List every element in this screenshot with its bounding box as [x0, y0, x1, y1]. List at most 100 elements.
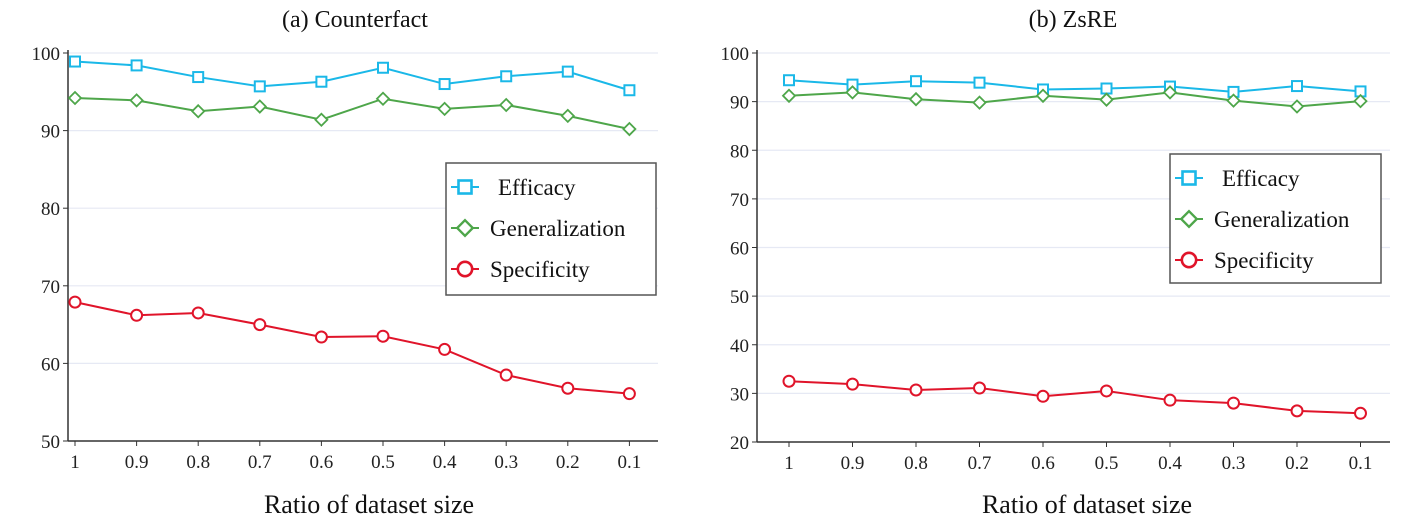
x-tick-label: 0.9	[841, 453, 865, 474]
y-tick-label: 80	[41, 199, 60, 220]
x-tick-label: 0.5	[1095, 453, 1119, 474]
marker-square	[192, 71, 205, 84]
marker-diamond	[67, 90, 83, 106]
marker-circle	[130, 308, 144, 322]
y-tick-label: 20	[730, 433, 749, 454]
marker-diamond	[1099, 92, 1114, 107]
marker-diamond	[375, 91, 391, 107]
marker-circle	[314, 330, 328, 344]
y-tick-label: 60	[730, 239, 749, 260]
legend-label: Efficacy	[1222, 166, 1300, 191]
marker-diamond	[845, 85, 860, 100]
marker-square	[69, 55, 81, 68]
marker-diamond	[908, 91, 924, 107]
marker-diamond	[1226, 93, 1241, 108]
marker-circle	[1354, 406, 1367, 420]
chart-title: (a) Counterfact	[282, 7, 428, 33]
marker-square	[1291, 80, 1303, 93]
marker-circle	[438, 342, 452, 356]
marker-diamond	[560, 108, 576, 124]
marker-diamond	[190, 103, 206, 119]
marker-diamond	[252, 99, 268, 114]
legend-label: Specificity	[490, 257, 590, 282]
marker-square	[1181, 170, 1197, 186]
x-axis-label: Ratio of dataset size	[264, 490, 474, 519]
x-tick-label: 0.6	[1031, 453, 1055, 474]
legend-label: Generalization	[1214, 207, 1350, 232]
x-tick-label: 0.6	[310, 452, 334, 473]
series-line	[788, 79, 1361, 93]
marker-diamond	[1035, 88, 1051, 104]
marker-circle	[561, 381, 575, 395]
series-specificity	[782, 374, 1367, 420]
marker-circle	[1290, 404, 1304, 418]
marker-circle	[973, 381, 986, 395]
legend-box	[445, 162, 657, 296]
marker-circle	[376, 329, 390, 343]
marker-circle	[782, 374, 796, 388]
marker-circle	[622, 387, 636, 401]
marker-square	[500, 70, 513, 83]
marker-diamond	[437, 101, 452, 117]
marker-square	[253, 80, 266, 93]
x-tick-label: 0.9	[125, 452, 149, 473]
y-tick-label: 100	[721, 44, 750, 65]
marker-circle	[499, 368, 513, 382]
marker-circle	[909, 383, 923, 397]
series-specificity	[68, 295, 636, 401]
x-tick-label: 0.8	[186, 452, 210, 473]
marker-square	[130, 59, 143, 72]
marker-diamond	[129, 93, 144, 108]
marker-circle	[68, 295, 82, 309]
series-line	[788, 380, 1361, 415]
marker-square	[457, 179, 473, 195]
x-tick-label: 0.7	[968, 453, 992, 474]
legend: Efficacy Generalization Specificity	[445, 162, 657, 296]
x-tick-label: 0.5	[371, 452, 395, 473]
series-line	[788, 91, 1361, 108]
y-tick-label: 30	[730, 384, 749, 405]
marker-diamond	[1289, 99, 1305, 114]
y-tick-label: 40	[730, 336, 749, 357]
series-efficacy	[69, 55, 636, 97]
marker-diamond	[972, 95, 987, 110]
marker-square	[315, 75, 328, 88]
chart-title: (b) ZsRE	[1029, 7, 1118, 33]
series-generalization	[781, 85, 1368, 114]
marker-diamond	[314, 112, 329, 128]
x-tick-label: 0.2	[556, 452, 580, 473]
marker-square	[438, 78, 451, 91]
x-tick-label: 0.4	[433, 452, 457, 473]
x-tick-label: 0.3	[494, 452, 518, 473]
x-tick-label: 0.7	[248, 452, 272, 473]
y-tick-label: 90	[730, 93, 749, 114]
legend-label: Efficacy	[498, 175, 576, 200]
chart-1: (a) Counterfact 50 60 70 80 90 100 1 0.9 0.8 0.7 0.…	[32, 7, 658, 519]
marker-circle	[1036, 389, 1050, 403]
x-tick-label: 0.4	[1158, 453, 1182, 474]
legend-box	[1169, 153, 1382, 284]
marker-diamond	[455, 218, 475, 238]
x-tick-label: 0.8	[904, 453, 928, 474]
marker-diamond	[1162, 85, 1178, 100]
legend-label: Specificity	[1214, 248, 1314, 273]
marker-square	[561, 65, 574, 78]
marker-circle	[1180, 251, 1198, 269]
marker-diamond	[498, 97, 514, 113]
y-tick-label: 70	[41, 277, 60, 298]
marker-circle	[846, 377, 859, 391]
marker-circle	[253, 318, 267, 332]
marker-diamond	[622, 121, 637, 137]
x-tick-label: 0.1	[1349, 453, 1373, 474]
marker-circle	[1100, 384, 1113, 398]
chart-2: (b) ZsRE 20 30 40 50 60 70 80 90 100 1 0.9 0.8 0.7 0.6…	[721, 7, 1390, 519]
x-tick-label: 0.3	[1222, 453, 1246, 474]
marker-diamond	[1353, 93, 1368, 109]
marker-square	[623, 84, 636, 97]
y-tick-label: 60	[41, 354, 60, 375]
series-generalization	[67, 90, 637, 137]
marker-square	[910, 75, 922, 88]
y-tick-label: 70	[730, 190, 749, 211]
x-axis-label: Ratio of dataset size	[982, 490, 1192, 519]
